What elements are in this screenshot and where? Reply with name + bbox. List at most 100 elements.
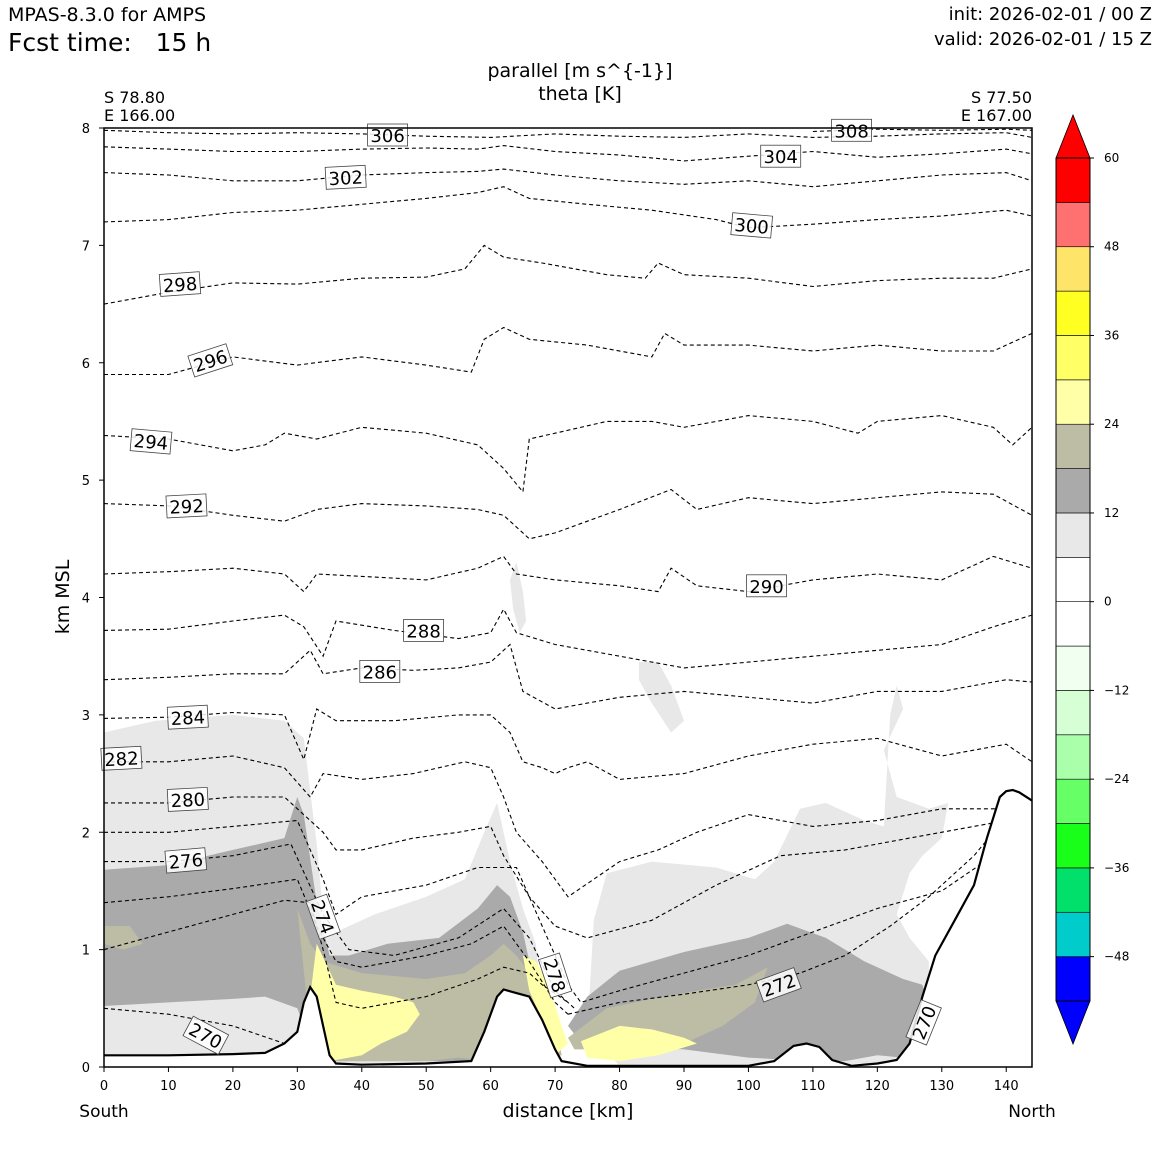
x-tick-label-110: 110: [800, 1079, 825, 1094]
y-tick-label-8: 8: [82, 122, 90, 137]
contour-label-text: 300: [734, 215, 770, 239]
init-time: init: 2026-02-01 / 00 Z: [948, 4, 1152, 25]
theta-line-284-9: [104, 708, 1032, 780]
colorbar-bin-24-30: [1055, 379, 1091, 425]
colorbar-bin-30-36: [1055, 335, 1091, 381]
right-endpoint-lat: S 77.50: [970, 88, 1032, 107]
theta-line-294-14: [104, 415, 1032, 494]
contour-label-text: 304: [764, 147, 798, 168]
x-tick-label-90: 90: [676, 1079, 693, 1094]
contour-label-306-0: 306: [367, 123, 409, 147]
theta-line-306-20: [104, 129, 1032, 138]
wind-shade-18-24-8: [104, 926, 143, 950]
y-tick-label-1: 1: [82, 944, 90, 959]
theta-line-300-17: [104, 186, 1032, 229]
model-name: MPAS-8.3.0 for AMPS: [8, 4, 207, 26]
contour-label-text: 284: [170, 707, 205, 730]
x-axis-label: distance [km]: [503, 1100, 634, 1122]
contour-label-290-9: 290: [746, 574, 787, 598]
x-tick-label-20: 20: [225, 1079, 242, 1094]
x-tick-label-0: 0: [100, 1079, 108, 1094]
contour-label-276-15: 276: [164, 847, 208, 874]
theta-line-274-3: [104, 899, 569, 1009]
contour-label-box: [166, 786, 209, 812]
colorbar-tick-label-36: 36: [1104, 328, 1119, 342]
colorbar-bin--24--18: [1055, 734, 1091, 780]
wind-shade-24-30-9: [310, 943, 420, 1062]
contour-label-text: 306: [370, 126, 404, 147]
colorbar-bin--18--12: [1055, 690, 1091, 736]
terrain-layer: [104, 788, 1032, 1067]
x-tick-label-60: 60: [482, 1079, 499, 1094]
contour-label-284-12: 284: [166, 704, 209, 730]
colorbar-bin-0-6: [1055, 557, 1091, 602]
theta-line-288-11: [104, 608, 1032, 669]
x-tick-label-120: 120: [865, 1079, 890, 1094]
colorbar-bin--42--36: [1055, 867, 1091, 913]
theta-line-296-15: [104, 326, 1032, 376]
contour-label-text: 298: [162, 274, 198, 297]
x-tick-label-130: 130: [929, 1079, 954, 1094]
y-tick-label-5: 5: [82, 474, 90, 489]
colorbar-tick-label-−12: −12: [1104, 683, 1129, 697]
colorbar-tick-label-12: 12: [1104, 506, 1119, 520]
terrain-line: [104, 788, 1032, 1067]
colorbar-tick-label-60: 60: [1104, 151, 1119, 165]
contour-label-box: [166, 704, 209, 730]
contour-label-282-13: 282: [100, 745, 143, 771]
theta-line-276-5: [104, 843, 575, 1009]
contour-label-text: 302: [328, 167, 363, 190]
contour-label-box: [182, 1015, 230, 1055]
forecast-time-label: Fcst time:: [8, 28, 132, 57]
contour-label-box: [305, 893, 341, 940]
x-tick-label-10: 10: [160, 1079, 177, 1094]
left-endpoint: S 78.80 E 166.00: [104, 89, 175, 125]
left-endpoint-lon: E 166.00: [104, 106, 176, 125]
colorbar-bin--12--6: [1055, 645, 1091, 691]
contour-label-box: [537, 952, 573, 999]
colorbar-tick-label-−36: −36: [1104, 861, 1129, 875]
contour-label-box: [831, 118, 872, 142]
contour-label-box: [755, 967, 802, 1003]
colorbar: 60 48 36 24 12 0 −12 −24 −36 −48: [1055, 113, 1129, 1046]
x-tick-label-70: 70: [547, 1079, 564, 1094]
y-tick-label-7: 7: [82, 239, 90, 254]
north-label: North: [1008, 1102, 1056, 1122]
wind-shade-24-30-10: [522, 955, 568, 1056]
contour-label-text: 294: [133, 431, 169, 455]
x-tick-label-100: 100: [736, 1079, 761, 1094]
wind-shade-6-12-2: [638, 662, 684, 733]
contour-label-box: [187, 343, 234, 378]
colorbar-tick-label-24: 24: [1104, 417, 1119, 431]
contour-label-box: [905, 999, 942, 1046]
colorbar-bin--54--48: [1055, 956, 1091, 1002]
colorbar-frame: [1055, 157, 1091, 1002]
forecast-time: Fcst time: 15 h: [8, 28, 211, 57]
colorbar-bin-6-12: [1055, 512, 1091, 558]
theta-line-286-10: [104, 643, 1032, 710]
y-tick-label-3: 3: [82, 709, 90, 724]
contour-label-294-7: 294: [129, 428, 173, 455]
right-endpoint-lon: E 167.00: [960, 106, 1032, 125]
contour-label-302-3: 302: [324, 164, 367, 190]
contour-label-text: 280: [170, 790, 205, 813]
contour-label-text: 296: [191, 347, 230, 378]
theta-line-304-19: [104, 145, 1032, 162]
contour-label-280-14: 280: [166, 786, 209, 813]
contour-label-text: 290: [749, 577, 783, 598]
valid-time: valid: 2026-02-01 / 15 Z: [934, 29, 1152, 50]
x-tick-label-140: 140: [994, 1079, 1019, 1094]
colorbar-under-arrow: [1055, 1000, 1091, 1046]
colorbar-tick-label-48: 48: [1104, 240, 1119, 254]
x-tick-label-40: 40: [354, 1079, 371, 1094]
contour-label-box: [164, 847, 208, 874]
y-tick-label-0: 0: [82, 1061, 90, 1076]
theta-line-274-4: [104, 878, 569, 1015]
chart-subtitle: theta [K]: [538, 83, 622, 105]
theta-line-282-8: [104, 755, 1007, 898]
theta-line-272-2: [567, 831, 994, 1015]
right-endpoint: S 77.50 E 167.00: [961, 89, 1032, 125]
contour-label-288-10: 288: [403, 619, 445, 642]
colorbar-bin--30--24: [1055, 778, 1091, 824]
